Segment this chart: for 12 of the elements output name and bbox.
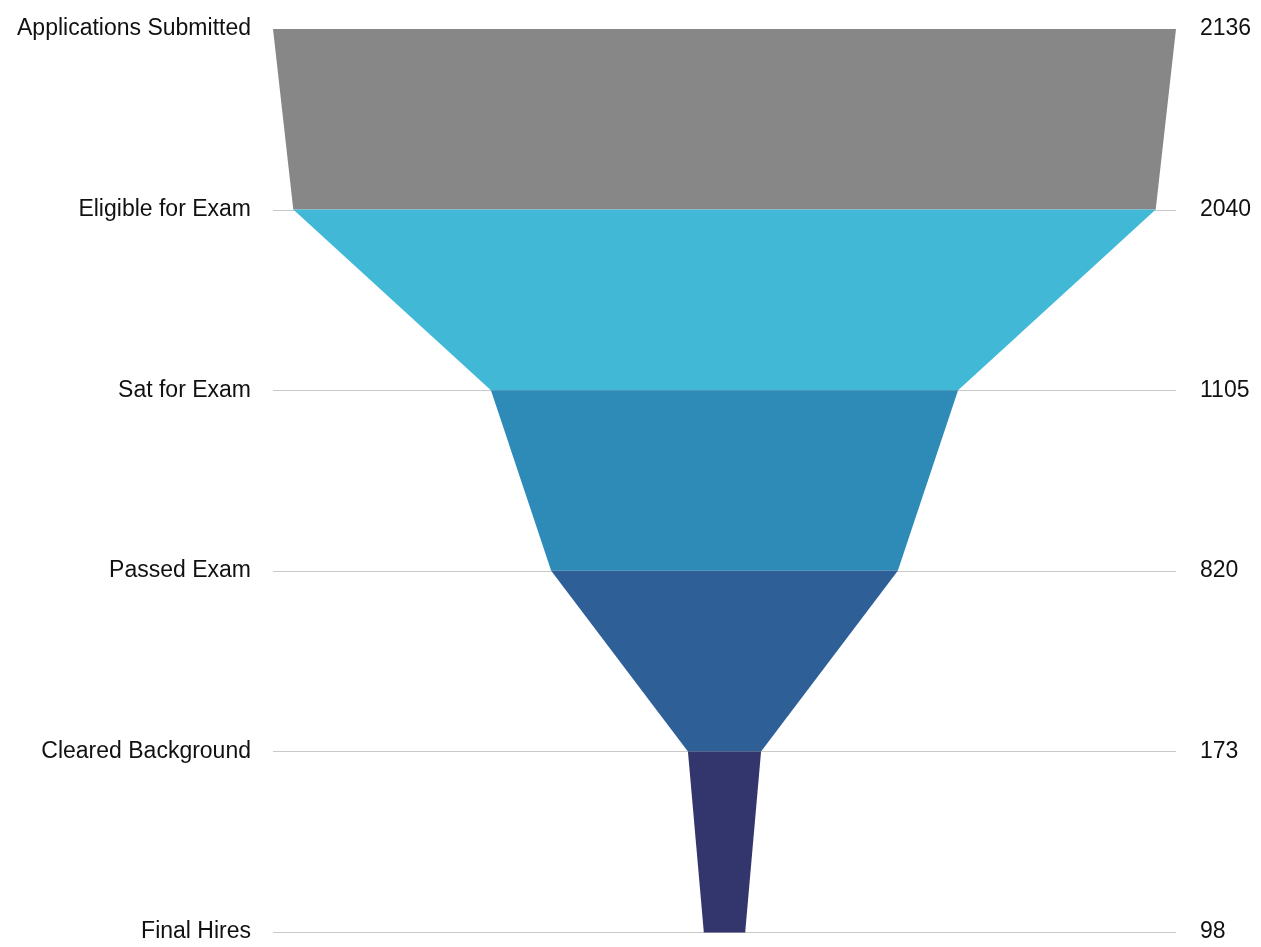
category-label: Sat for Exam	[118, 375, 251, 402]
category-label: Cleared Background	[41, 736, 251, 763]
data-label: 820	[1200, 556, 1239, 583]
data-label: 1105	[1200, 375, 1250, 402]
category-label: Applications Submitted	[17, 14, 251, 41]
data-label: 2040	[1200, 194, 1252, 221]
category-label: Eligible for Exam	[78, 194, 251, 221]
category-label: Final Hires	[141, 917, 251, 944]
data-label: 2136	[1200, 14, 1252, 41]
data-label: 173	[1200, 736, 1239, 763]
data-label: 98	[1200, 917, 1226, 944]
category-label: Passed Exam	[109, 556, 251, 583]
